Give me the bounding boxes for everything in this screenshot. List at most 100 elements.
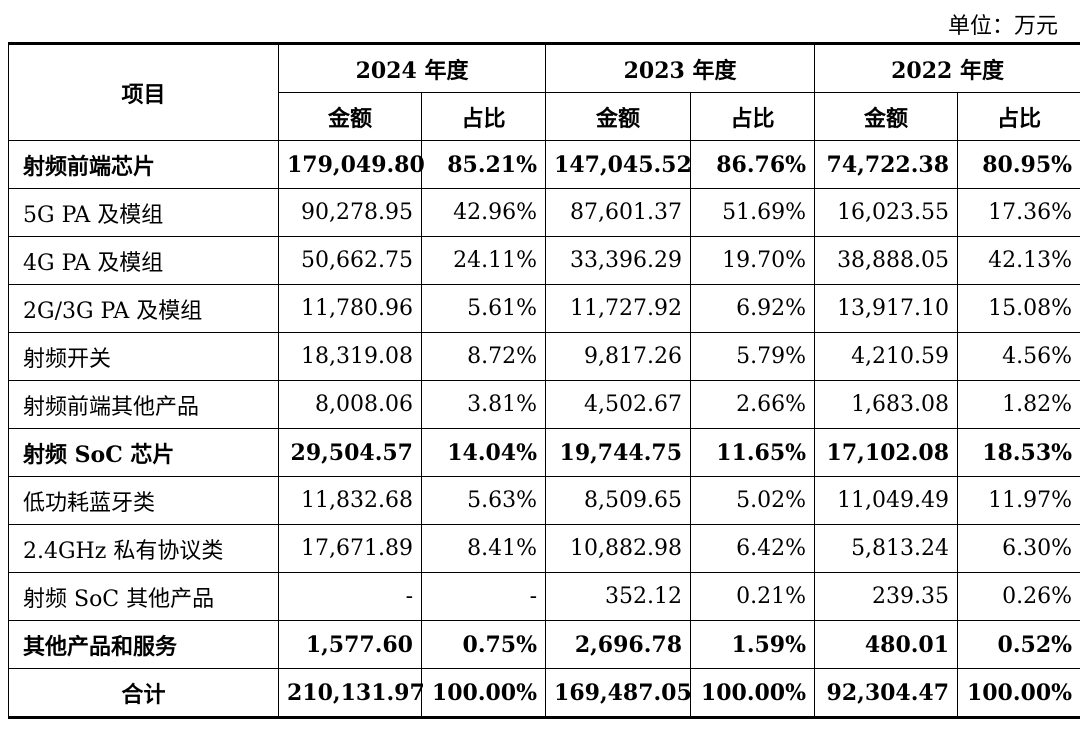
cell-ratio-2024: 85.21% — [420, 140, 547, 189]
table-row: 2G/3G PA 及模组 11,780.96 5.61% 11,727.92 6.92%… — [8, 284, 1080, 333]
table-row: 射频前端其他产品 8,008.06 3.81% 4,502.67 2.66% 1,683.… — [8, 380, 1080, 429]
cell-ratio-2022: 18.53% — [957, 428, 1080, 477]
cell-amount-2023: 147,045.52 — [545, 140, 692, 189]
row-label: 射频 SoC 其他产品 — [8, 572, 279, 621]
row-label: 其他产品和服务 — [8, 620, 279, 669]
cell-amount-2022: 239.35 — [814, 572, 959, 621]
cell-ratio-2024: 24.11% — [420, 236, 547, 285]
cell-amount-2024: 210,131.97 — [278, 668, 425, 718]
cell-ratio-2022: 15.08% — [957, 284, 1080, 333]
row-label: 射频开关 — [8, 332, 279, 381]
cell-ratio-2023: 6.42% — [690, 524, 816, 573]
row-label: 4G PA 及模组 — [8, 236, 279, 285]
cell-amount-2024: 18,319.08 — [278, 332, 422, 381]
cell-ratio-2022: 80.95% — [957, 140, 1080, 189]
cell-amount-2024: 1,577.60 — [278, 620, 422, 669]
table-row: 5G PA 及模组 90,278.95 42.96% 87,601.37 51.69% 1… — [8, 188, 1080, 237]
cell-ratio-2022: 11.97% — [957, 476, 1080, 525]
header-amount: 金额 — [278, 92, 422, 141]
header-year-2022: 2022 年度 — [814, 43, 1080, 93]
header-amount: 金额 — [814, 92, 959, 141]
cell-ratio-2022: 1.82% — [957, 380, 1080, 429]
cell-ratio-2023: 19.70% — [690, 236, 816, 285]
cell-amount-2022: 17,102.08 — [814, 428, 959, 477]
cell-amount-2022: 74,722.38 — [814, 140, 959, 189]
row-label: 2G/3G PA 及模组 — [8, 284, 279, 333]
cell-amount-2022: 1,683.08 — [814, 380, 959, 429]
cell-amount-2024: 11,832.68 — [278, 476, 422, 525]
cell-ratio-2023: 11.65% — [690, 428, 816, 477]
cell-amount-2022: 16,023.55 — [814, 188, 959, 237]
row-label: 5G PA 及模组 — [8, 188, 279, 237]
cell-amount-2023: 4,502.67 — [545, 380, 692, 429]
cell-ratio-2023: 86.76% — [690, 140, 816, 189]
cell-amount-2023: 352.12 — [545, 572, 692, 621]
cell-ratio-2024: 14.04% — [420, 428, 547, 477]
row-label: 射频 SoC 芯片 — [8, 428, 279, 477]
cell-amount-2024: 11,780.96 — [278, 284, 422, 333]
cell-amount-2024: 179,049.80 — [278, 140, 425, 189]
cell-ratio-2022: 4.56% — [957, 332, 1080, 381]
cell-ratio-2024: - — [420, 572, 547, 621]
header-item: 项目 — [8, 43, 279, 141]
cell-ratio-2024: 5.63% — [420, 476, 547, 525]
cell-amount-2023: 87,601.37 — [545, 188, 692, 237]
cell-amount-2022: 480.01 — [814, 620, 959, 669]
cell-amount-2022: 5,813.24 — [814, 524, 959, 573]
cell-ratio-2023: 5.02% — [690, 476, 816, 525]
cell-ratio-2022: 17.36% — [957, 188, 1080, 237]
cell-ratio-2024: 8.72% — [420, 332, 547, 381]
cell-amount-2022: 38,888.05 — [814, 236, 959, 285]
cell-amount-2022: 92,304.47 — [814, 668, 959, 718]
cell-ratio-2022: 100.00% — [957, 668, 1080, 718]
table-row: 合计 210,131.97 100.00% 169,487.05 100.00% 92,3… — [8, 668, 1080, 718]
cell-ratio-2022: 0.26% — [957, 572, 1080, 621]
cell-amount-2023: 169,487.05 — [545, 668, 692, 718]
header-ratio: 占比 — [420, 92, 547, 141]
cell-amount-2022: 13,917.10 — [814, 284, 959, 333]
cell-ratio-2024: 100.00% — [420, 668, 547, 718]
cell-amount-2023: 10,882.98 — [545, 524, 692, 573]
cell-amount-2022: 11,049.49 — [814, 476, 959, 525]
cell-ratio-2023: 0.21% — [690, 572, 816, 621]
cell-ratio-2024: 42.96% — [420, 188, 547, 237]
cell-amount-2024: 90,278.95 — [278, 188, 422, 237]
cell-ratio-2022: 42.13% — [957, 236, 1080, 285]
row-label: 射频前端其他产品 — [8, 380, 279, 429]
header-ratio: 占比 — [690, 92, 816, 141]
row-label: 合计 — [8, 668, 279, 718]
cell-ratio-2023: 100.00% — [690, 668, 816, 718]
cell-amount-2024: 8,008.06 — [278, 380, 422, 429]
header-year-2024: 2024 年度 — [277, 43, 547, 93]
row-label: 射频前端芯片 — [8, 140, 279, 189]
table-row: 射频前端芯片 179,049.80 85.21% 147,045.52 86.76% 74… — [8, 140, 1080, 189]
cell-ratio-2024: 3.81% — [420, 380, 547, 429]
table-row: 2.4GHz 私有协议类 17,671.89 8.41% 10,882.98 6.42%… — [8, 524, 1080, 573]
cell-amount-2024: 50,662.75 — [278, 236, 422, 285]
cell-ratio-2022: 6.30% — [957, 524, 1080, 573]
cell-ratio-2024: 5.61% — [420, 284, 547, 333]
header-row-years: 项目 2024 年度 2023 年度 2022 年度 — [8, 43, 1080, 141]
cell-amount-2023: 8,509.65 — [545, 476, 692, 525]
cell-amount-2024: - — [278, 572, 422, 621]
cell-amount-2023: 33,396.29 — [545, 236, 692, 285]
cell-amount-2023: 2,696.78 — [545, 620, 692, 669]
header-amount: 金额 — [545, 92, 692, 141]
cell-ratio-2023: 6.92% — [690, 284, 816, 333]
revenue-table: 项目 2024 年度 2023 年度 2022 年度 金额 占比 金额 占比 金… — [8, 42, 1080, 719]
cell-ratio-2022: 0.52% — [957, 620, 1080, 669]
cell-ratio-2024: 8.41% — [420, 524, 547, 573]
table-row: 射频 SoC 芯片 29,504.57 14.04% 19,744.75 11.65% 1… — [8, 428, 1080, 477]
cell-amount-2024: 29,504.57 — [278, 428, 422, 477]
cell-ratio-2023: 2.66% — [690, 380, 816, 429]
table-row: 4G PA 及模组 50,662.75 24.11% 33,396.29 19.70% 3… — [8, 236, 1080, 285]
header-ratio: 占比 — [957, 92, 1080, 141]
cell-amount-2023: 11,727.92 — [545, 284, 692, 333]
table-row: 射频开关 18,319.08 8.72% 9,817.26 5.79% 4,210.59 4… — [8, 332, 1080, 381]
header-year-2023: 2023 年度 — [545, 43, 816, 93]
table-row: 低功耗蓝牙类 11,832.68 5.63% 8,509.65 5.02% 11,049.… — [8, 476, 1080, 525]
cell-amount-2024: 17,671.89 — [278, 524, 422, 573]
row-label: 2.4GHz 私有协议类 — [8, 524, 279, 573]
table-row: 射频 SoC 其他产品 - -352.12 0.21% 239.35 0.26% — [8, 572, 1080, 621]
cell-ratio-2024: 0.75% — [420, 620, 547, 669]
